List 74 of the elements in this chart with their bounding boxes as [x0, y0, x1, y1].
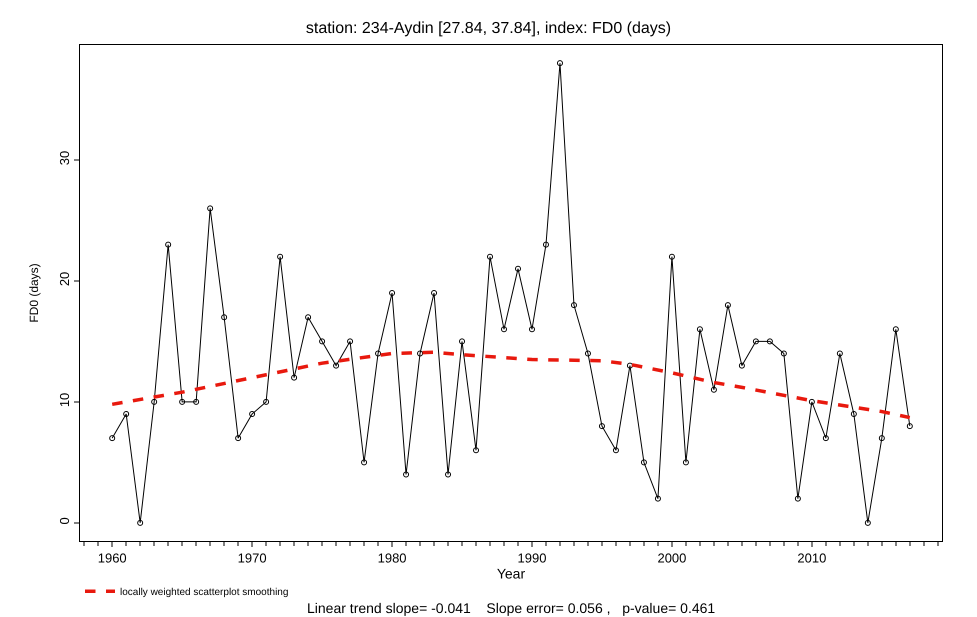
- point: [263, 398, 270, 405]
- point: [459, 338, 466, 344]
- point: [473, 447, 480, 454]
- point: [654, 496, 661, 502]
- point: [179, 398, 186, 405]
- text: Linear trend slope= -0.041 Slope error= 0.056 , p-value= 0.461: [307, 600, 716, 616]
- point: [626, 362, 633, 369]
- point: [487, 254, 494, 260]
- point: [864, 520, 871, 526]
- point: [780, 350, 787, 356]
- point: [291, 374, 298, 381]
- point: [193, 398, 200, 405]
- point: [598, 423, 605, 430]
- point: [319, 338, 326, 344]
- point: [640, 459, 647, 466]
- point: [207, 205, 214, 212]
- point: [556, 60, 563, 66]
- point: [570, 302, 577, 308]
- point: [109, 435, 116, 442]
- point: [696, 326, 703, 332]
- x-tick-label: 2010: [797, 550, 826, 566]
- point: [612, 447, 619, 454]
- x-axis-title: Year: [496, 566, 526, 582]
- point: [235, 435, 242, 442]
- point: [137, 520, 144, 526]
- point: [305, 314, 312, 320]
- point: [431, 290, 438, 296]
- point: [361, 459, 368, 466]
- x-tick-label: 1990: [518, 550, 546, 566]
- y-tick-label: 0: [56, 517, 72, 525]
- point: [724, 302, 731, 308]
- y-tick-label: 10: [56, 392, 72, 408]
- point: [906, 423, 913, 430]
- point: [878, 435, 885, 442]
- point: [515, 266, 521, 272]
- x-tick-label: 1970: [238, 550, 267, 566]
- point: [822, 435, 829, 442]
- point: [528, 326, 535, 332]
- point: [403, 471, 410, 478]
- point: [766, 338, 773, 344]
- point: [808, 398, 815, 405]
- point: [151, 398, 158, 405]
- point: [123, 410, 130, 417]
- chart-title: station: 234-Aydin [27.84, 37.84], index: FD0 (days): [306, 20, 672, 37]
- y-tick-label: 30: [56, 150, 72, 166]
- x-tick-label: 1960: [98, 550, 127, 566]
- point: [892, 326, 899, 332]
- point: [836, 350, 843, 356]
- line-series: [110, 350, 912, 420]
- point: [165, 242, 172, 248]
- point: [389, 290, 396, 296]
- y-tick-label: 20: [56, 272, 72, 286]
- point: [501, 326, 507, 332]
- point: [445, 471, 452, 478]
- point: [542, 242, 549, 248]
- point: [738, 362, 745, 369]
- point: [333, 362, 340, 369]
- point: [682, 459, 689, 466]
- x-tick-label: 2000: [657, 550, 686, 566]
- point: [249, 410, 256, 417]
- point: [794, 496, 801, 502]
- point: [277, 254, 284, 260]
- point: [850, 410, 857, 417]
- legend-label: locally weighted scatterplot smoothing: [120, 587, 288, 598]
- y-axis-title: FD0 (days): [27, 263, 42, 323]
- point: [584, 350, 591, 356]
- point: [417, 350, 424, 356]
- point: [752, 338, 759, 344]
- point: [221, 314, 228, 320]
- point: [668, 254, 675, 260]
- point: [375, 350, 382, 356]
- point: [347, 338, 354, 344]
- point: [710, 386, 717, 393]
- x-tick-label: 1980: [378, 550, 407, 566]
